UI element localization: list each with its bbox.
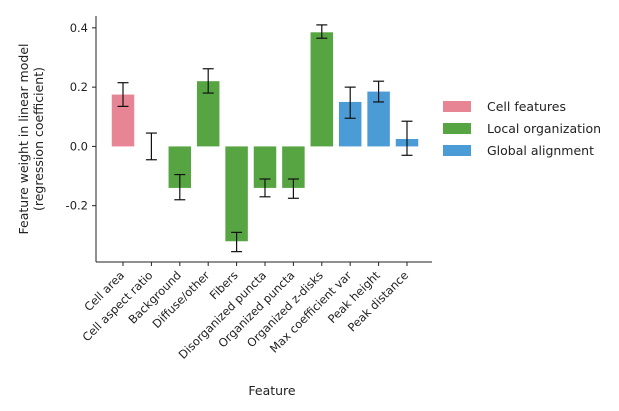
legend-swatch <box>443 101 471 112</box>
bar <box>338 101 362 147</box>
legend-label: Global alignment <box>487 143 594 158</box>
bar <box>168 146 192 188</box>
y-axis-label: Feature weight in linear model <box>16 44 31 235</box>
legend-label: Cell features <box>487 99 566 114</box>
x-axis-label: Feature <box>248 383 296 398</box>
y-tick-label: 0.2 <box>70 80 88 94</box>
y-axis-label-subtitle: (regression coefficient) <box>31 67 46 211</box>
y-tick-label: 0.4 <box>70 21 88 35</box>
legend-swatch <box>443 123 471 134</box>
bars-layer <box>111 32 419 242</box>
bar <box>367 91 390 147</box>
y-ticks: 0.4 0.2 0.0 -0.2 <box>66 21 96 213</box>
y-tick-label: -0.2 <box>66 199 88 213</box>
legend: Cell features Local organization Global al… <box>443 99 601 158</box>
y-tick-label: 0.0 <box>70 139 88 153</box>
bar <box>196 81 220 147</box>
bar <box>111 94 135 147</box>
bar <box>310 32 334 147</box>
bar <box>253 146 277 188</box>
legend-swatch <box>443 145 471 156</box>
error-bars-layer <box>117 24 413 253</box>
bar <box>282 146 305 188</box>
bar <box>225 146 248 242</box>
legend-label: Local organization <box>487 121 601 136</box>
